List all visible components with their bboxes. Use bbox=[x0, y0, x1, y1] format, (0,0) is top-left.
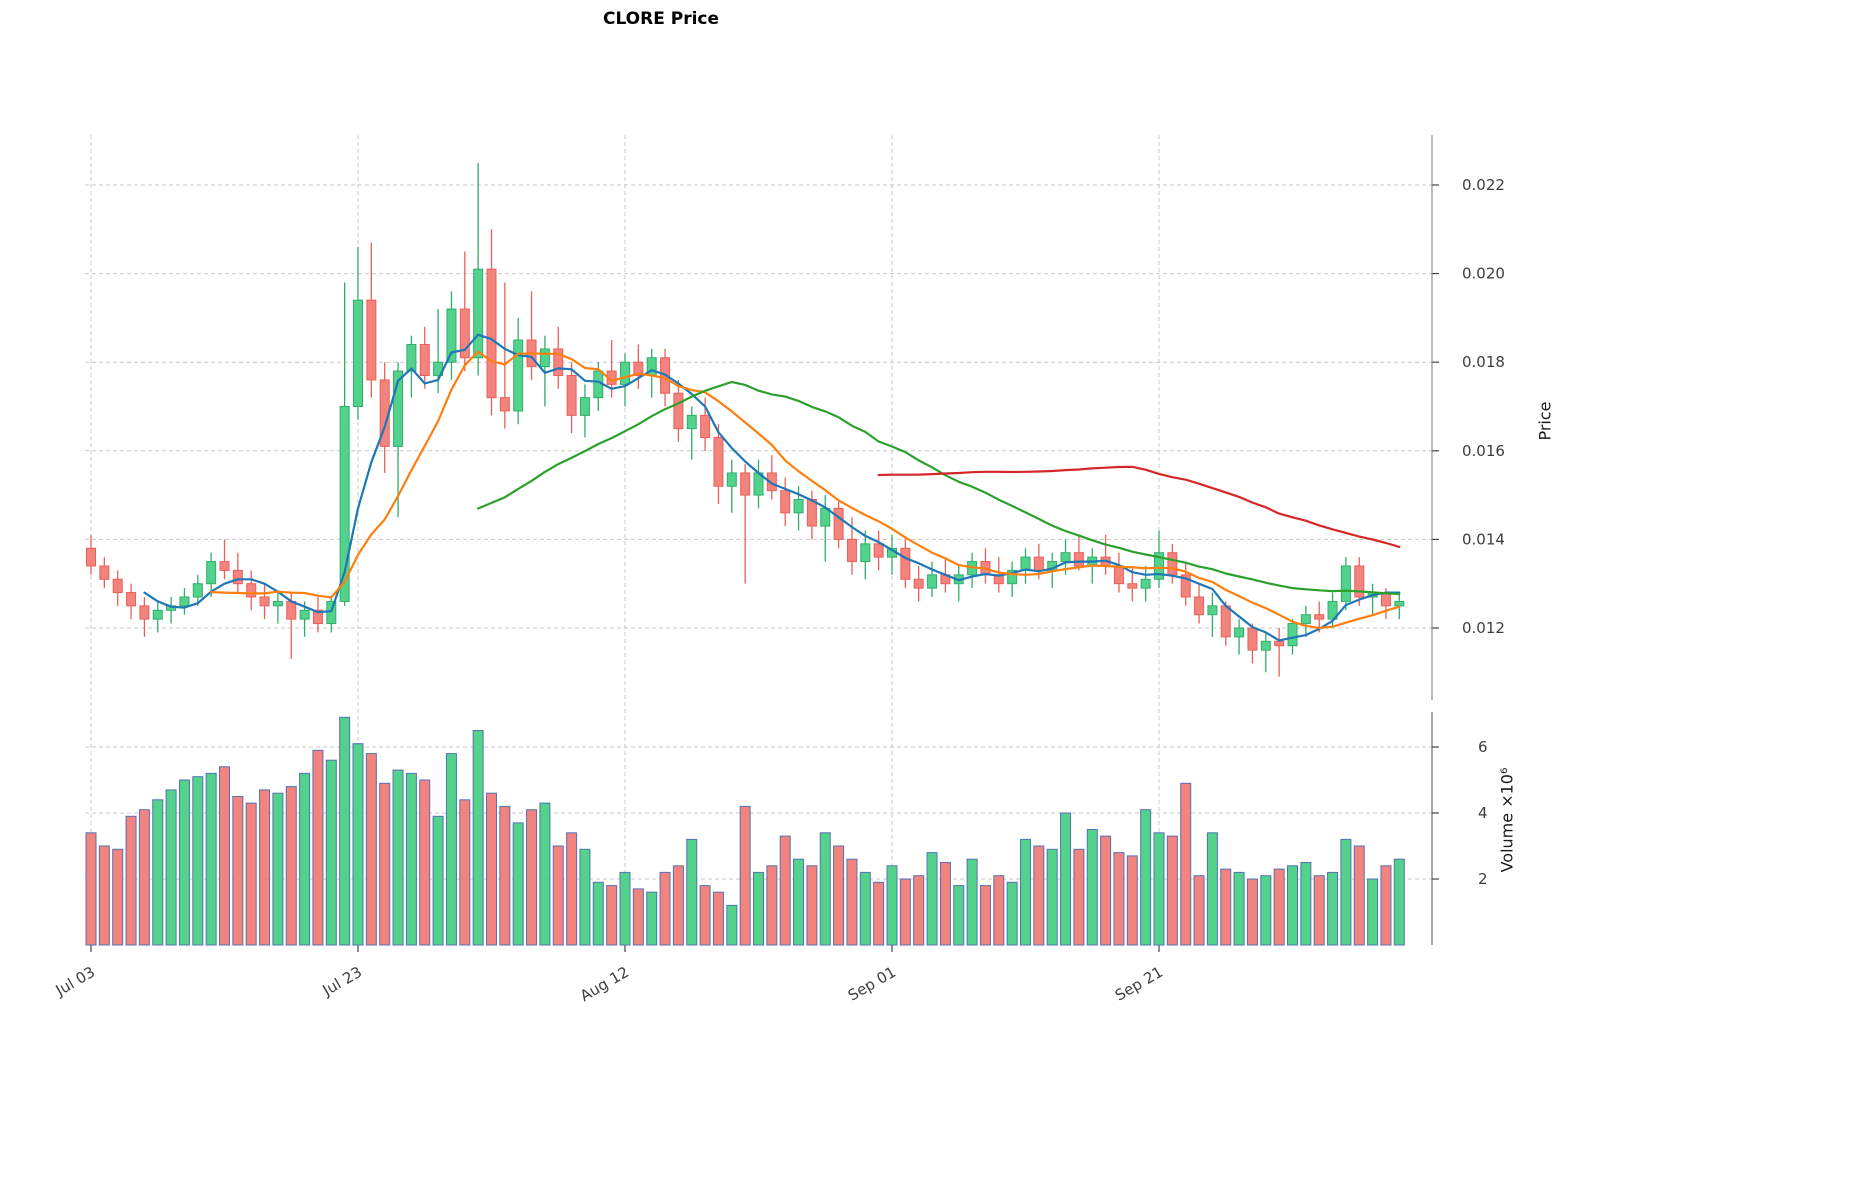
svg-text:0.012: 0.012 bbox=[1462, 619, 1505, 637]
svg-text:0.020: 0.020 bbox=[1462, 265, 1505, 283]
moving-average-lines bbox=[143, 333, 1401, 642]
ma10-line bbox=[210, 350, 1401, 630]
price-axis-label: Price bbox=[1535, 401, 1555, 441]
ma60-line bbox=[877, 465, 1401, 549]
svg-text:Sep 01: Sep 01 bbox=[845, 963, 899, 1005]
svg-text:Aug 12: Aug 12 bbox=[577, 963, 632, 1005]
svg-text:0.016: 0.016 bbox=[1462, 442, 1505, 460]
svg-text:Jul 03: Jul 03 bbox=[52, 963, 98, 1000]
svg-text:2: 2 bbox=[1478, 870, 1488, 888]
chart-title: CLORE Price bbox=[602, 9, 720, 29]
volume-axis-label: Volume ×10⁶ bbox=[1497, 767, 1517, 873]
svg-text:4: 4 bbox=[1478, 804, 1488, 822]
svg-text:6: 6 bbox=[1478, 738, 1488, 756]
svg-text:Jul 23: Jul 23 bbox=[319, 963, 365, 1000]
svg-text:Sep 21: Sep 21 bbox=[1112, 963, 1166, 1005]
axis-spines bbox=[90, 135, 1439, 952]
svg-text:0.014: 0.014 bbox=[1462, 530, 1505, 548]
ma5-line bbox=[143, 333, 1401, 642]
svg-text:0.018: 0.018 bbox=[1462, 353, 1505, 371]
svg-text:0.022: 0.022 bbox=[1462, 176, 1505, 194]
volume-bars bbox=[85, 716, 1405, 946]
ma30-line bbox=[477, 380, 1401, 596]
